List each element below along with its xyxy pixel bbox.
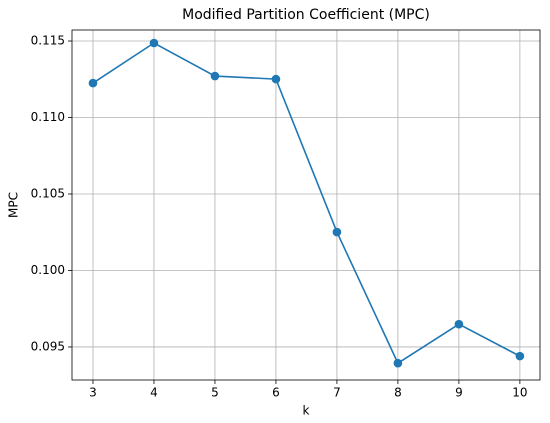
marker — [515, 351, 525, 361]
x-tick-label: 10 — [512, 386, 527, 400]
y-tick-label: 0.095 — [31, 339, 65, 353]
x-tick-label: 5 — [211, 386, 219, 400]
marker — [149, 38, 159, 48]
x-tick-label: 7 — [333, 386, 341, 400]
marker — [88, 78, 98, 88]
chart-title: Modified Partition Coefficient (MPC) — [182, 7, 430, 23]
marker — [332, 227, 342, 237]
marker — [210, 71, 220, 81]
y-tick-label: 0.100 — [31, 263, 65, 277]
plot-frame — [71, 29, 541, 381]
x-tick-label: 3 — [89, 386, 97, 400]
y-tick-label: 0.105 — [31, 186, 65, 200]
y-axis-label: MPC — [7, 192, 21, 218]
marker — [393, 358, 403, 368]
marker — [454, 319, 464, 329]
marker — [271, 74, 281, 84]
x-tick-label: 9 — [455, 386, 463, 400]
x-tick-label: 8 — [394, 386, 402, 400]
y-tick-label: 0.115 — [31, 34, 65, 48]
x-axis-label: k — [303, 404, 310, 418]
line — [92, 42, 521, 365]
y-tick-label: 0.110 — [31, 110, 65, 124]
x-tick-label: 6 — [272, 386, 280, 400]
x-tick-label: 4 — [150, 386, 158, 400]
